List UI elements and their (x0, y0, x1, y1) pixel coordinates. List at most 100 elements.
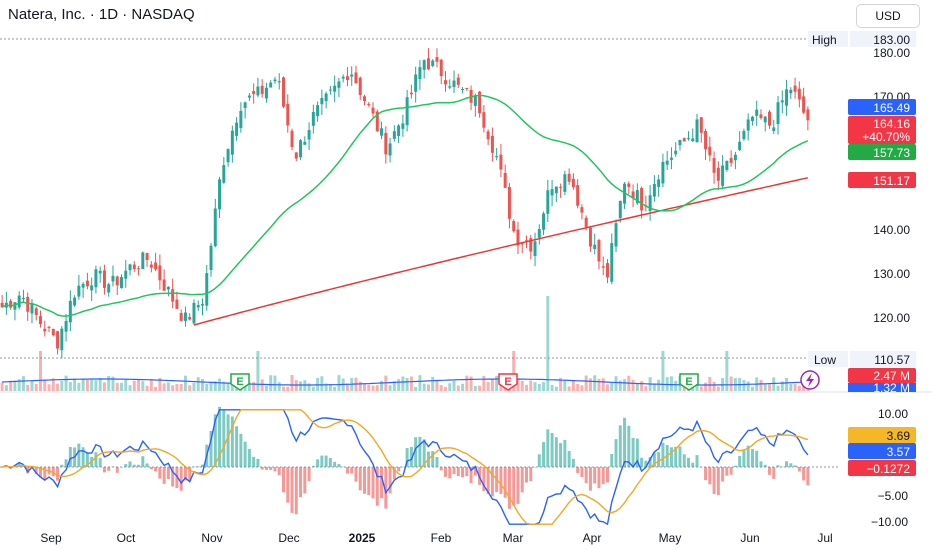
candle-body (503, 172, 507, 188)
candle-body (392, 131, 396, 139)
time-label: Mar (503, 531, 524, 545)
candle-body (669, 157, 673, 160)
histogram-bar (307, 467, 311, 482)
histogram-bar (162, 467, 166, 484)
volume-bar (529, 380, 533, 391)
histogram-bar (34, 467, 38, 474)
candle-body (311, 111, 315, 126)
volume-ma-line (2, 378, 808, 386)
time-label: Apr (583, 531, 602, 545)
volume-bar (183, 375, 187, 391)
histogram-bar (94, 452, 98, 467)
volume-bar (580, 385, 584, 391)
volume-bar (465, 375, 469, 391)
volume-bar (158, 377, 162, 391)
candle-body (128, 264, 132, 271)
histogram-bar (124, 464, 128, 467)
volume-bar (525, 384, 528, 391)
volume-bar (192, 383, 196, 391)
histogram-bar (516, 467, 520, 504)
volume-bar (699, 386, 703, 391)
histogram-bar (158, 467, 162, 479)
candle-body (473, 95, 477, 106)
histogram-bar (282, 467, 285, 493)
lightning-icon[interactable] (800, 370, 820, 390)
candle-body (422, 60, 426, 70)
histogram-bar (132, 464, 136, 467)
histogram-bar (354, 467, 358, 482)
candle-body (674, 150, 678, 155)
candle-body (166, 286, 170, 290)
candle-body (785, 89, 789, 106)
candle-body (593, 244, 597, 250)
histogram-bar (179, 467, 183, 491)
histogram-bar (473, 467, 477, 476)
histogram-bar (725, 467, 729, 476)
histogram-bar (294, 467, 298, 515)
volume-bar (601, 378, 605, 391)
histogram-bar (43, 467, 47, 480)
candle-body (154, 262, 158, 270)
candle-body (354, 72, 358, 84)
signal-line (2, 409, 809, 525)
candle-body (47, 326, 51, 328)
histogram-bar (299, 467, 303, 498)
candle-body (328, 89, 332, 91)
volume-bar (17, 379, 21, 391)
histogram-bar (588, 467, 592, 491)
histogram-bar (716, 467, 720, 496)
histogram-bar (235, 426, 239, 467)
volume-bar (746, 381, 750, 391)
candle-body (264, 87, 268, 99)
volume-bar (311, 386, 315, 391)
volume-bar (358, 381, 362, 391)
candle-body (657, 179, 661, 187)
volume-bar (145, 385, 149, 391)
candle-body (567, 173, 571, 182)
histogram-bar (525, 467, 528, 483)
volume-bar (273, 375, 277, 391)
candle-body (627, 183, 631, 187)
histogram-bar (537, 454, 541, 467)
volume-bar (333, 386, 337, 391)
histogram-bar (512, 467, 516, 506)
candle-body (772, 127, 776, 132)
histogram-bar (623, 417, 627, 467)
histogram-bar (201, 464, 204, 467)
candle-body (716, 167, 720, 181)
time-axis[interactable]: Sep Oct Nov Dec 2025 Feb Mar Apr May Jun… (40, 531, 832, 545)
histogram-bar (371, 467, 375, 499)
histogram-bar (738, 455, 742, 467)
candle-body (141, 252, 145, 270)
currency-selector[interactable]: USD (856, 4, 920, 28)
histogram-bar (439, 467, 443, 471)
volume-bar (247, 382, 251, 391)
histogram-bar (674, 446, 678, 467)
candle-body (196, 305, 200, 308)
volume-bar (277, 382, 281, 391)
high-label-box (808, 31, 848, 47)
volume-bar (363, 383, 366, 391)
volume-bar (750, 386, 754, 391)
candle-body (789, 89, 793, 94)
candle-body (414, 74, 418, 92)
candle-body (435, 57, 439, 62)
histogram-bar (729, 467, 733, 475)
histogram-bar (209, 430, 213, 467)
volume-bar (128, 385, 132, 391)
earnings-marker[interactable]: E (498, 373, 518, 391)
histogram-bar (563, 439, 567, 467)
candle-body (456, 77, 460, 85)
volume-bar (405, 377, 409, 391)
earnings-marker[interactable]: E (230, 373, 250, 391)
earnings-marker[interactable]: E (679, 373, 699, 391)
oscillator-axis[interactable]: 10.00 −5.00 −10.00 (871, 407, 908, 529)
volume-bar (546, 296, 550, 391)
volume-bar (584, 375, 588, 391)
low-value: 110.57 (874, 353, 910, 367)
candle-body (243, 102, 247, 108)
histogram-bar (802, 467, 806, 481)
candle-body (614, 223, 618, 247)
candle-body (806, 109, 810, 121)
